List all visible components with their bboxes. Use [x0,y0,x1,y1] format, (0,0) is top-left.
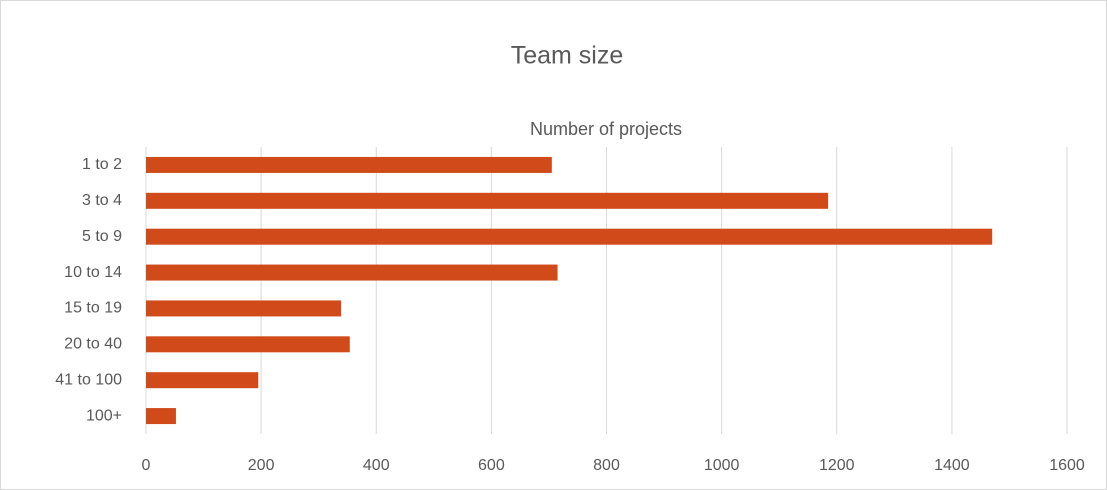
bar [146,408,176,425]
chart-title: Team size [511,42,624,70]
x-tick-label: 200 [248,457,275,474]
bar [146,372,259,389]
x-tick-label: 600 [478,457,505,474]
x-tick-label: 1400 [934,457,970,474]
y-tick-label: 10 to 14 [64,264,122,281]
y-tick-label: 41 to 100 [55,371,122,388]
y-tick-label: 3 to 4 [82,192,122,209]
bar [146,336,350,353]
bar [146,228,993,245]
x-tick-label: 1000 [704,457,740,474]
x-tick-label: 1200 [819,457,855,474]
bar [146,264,558,281]
y-tick-label: 20 to 40 [64,336,122,353]
y-tick-label: 15 to 19 [64,300,122,317]
x-tick-label: 400 [363,457,390,474]
bar [146,156,552,173]
x-tick-label: 1600 [1049,457,1085,474]
y-tick-label: 1 to 2 [82,156,122,173]
axis-title: Number of projects [530,119,682,139]
bar [146,300,342,317]
x-tick-label: 800 [593,457,620,474]
y-tick-label: 5 to 9 [82,228,122,245]
x-tick-label: 0 [142,457,151,474]
y-tick-label: 100+ [86,407,122,424]
bar [146,192,829,209]
